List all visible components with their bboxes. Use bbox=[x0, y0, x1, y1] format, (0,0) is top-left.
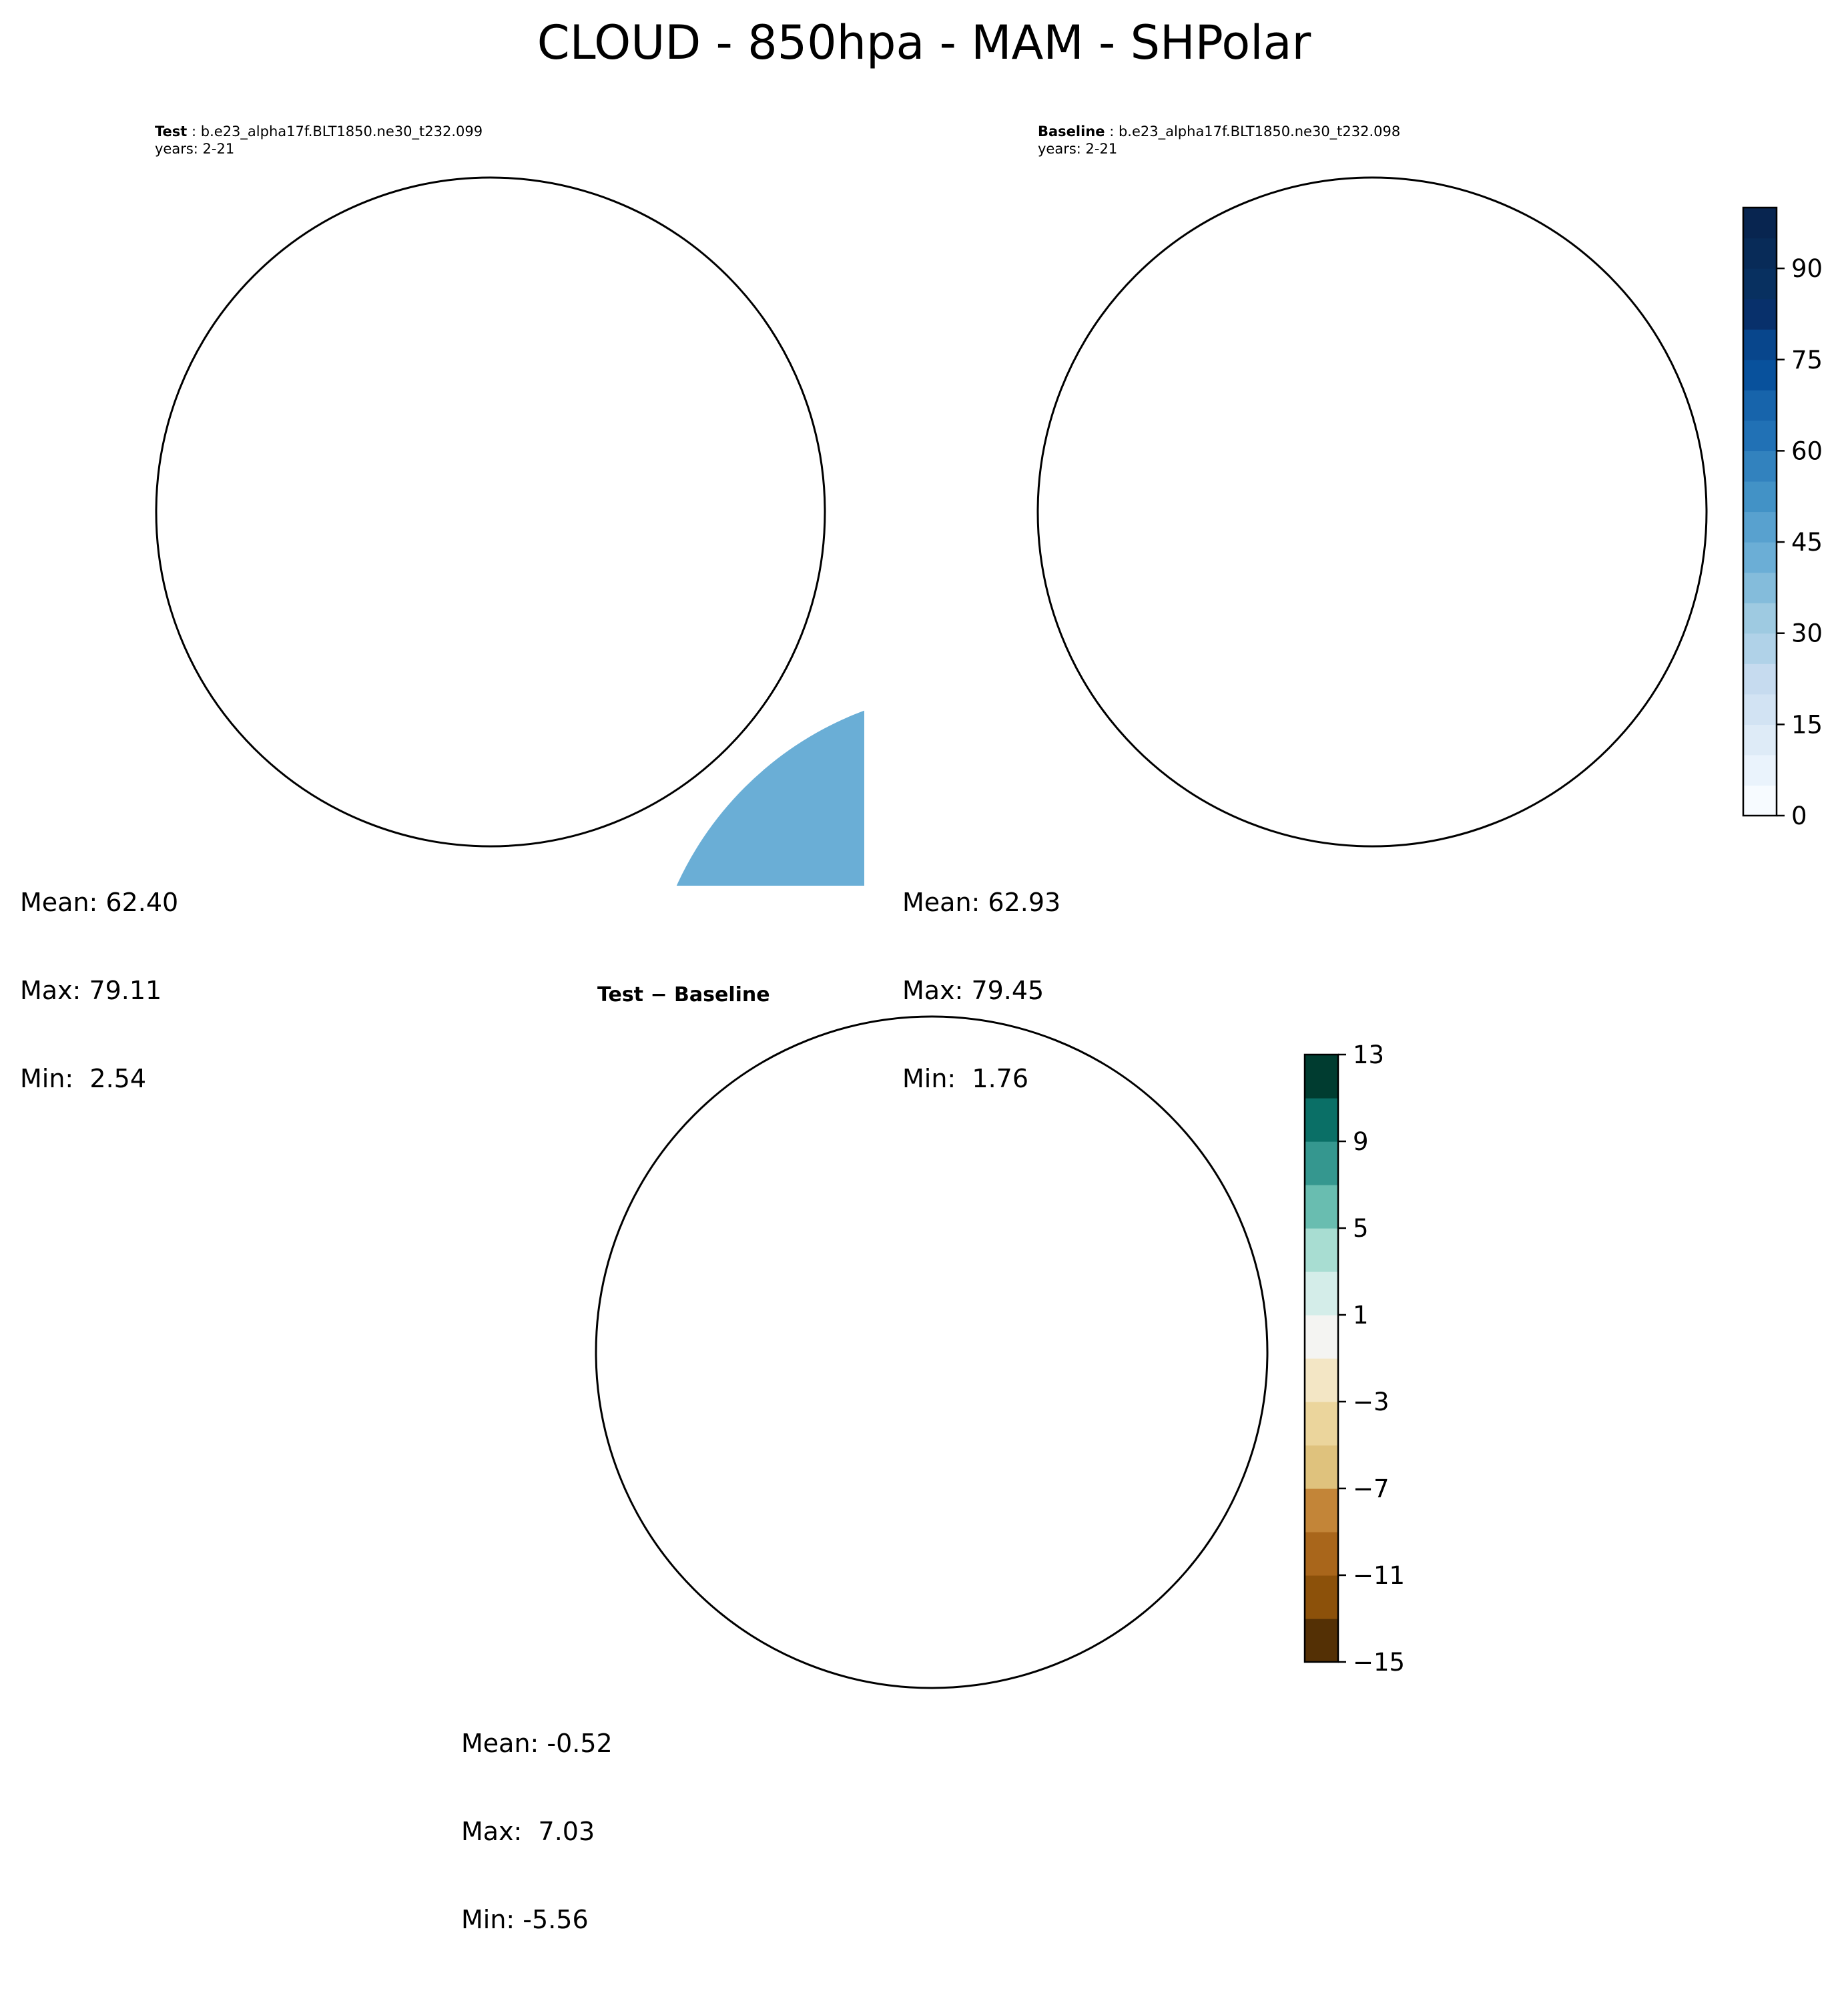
test-mean: Mean: 62.40 bbox=[20, 888, 179, 917]
main-colorbar-swatch bbox=[1743, 208, 1777, 239]
main-colorbar-swatch bbox=[1743, 420, 1777, 451]
main-colorbar-swatch bbox=[1743, 481, 1777, 513]
main-colorbar-swatch bbox=[1743, 390, 1777, 421]
main-colorbar-tick-label: 75 bbox=[1791, 346, 1823, 374]
difference-colorbar-swatch bbox=[1305, 1445, 1338, 1489]
figure: CLOUD - 850hpa - MAM - SHPolar Test : b.… bbox=[20, 15, 1823, 1934]
main-colorbar-swatch bbox=[1743, 359, 1777, 390]
main-colorbar-tick-label: 60 bbox=[1791, 437, 1823, 465]
difference-colorbar-swatch bbox=[1305, 1228, 1338, 1272]
main-colorbar-tick-label: 45 bbox=[1791, 528, 1823, 557]
figure-title: CLOUD - 850hpa - MAM - SHPolar bbox=[537, 15, 1311, 70]
difference-colorbar-frame bbox=[1303, 1053, 1339, 1663]
test-case-name: b.e23_alpha17f.BLT1850.ne30_t232.099 bbox=[200, 123, 483, 139]
baseline-max: Max: 79.45 bbox=[902, 976, 1044, 1005]
main-colorbar-swatch bbox=[1743, 542, 1777, 573]
main-colorbar-swatch bbox=[1743, 693, 1777, 725]
test-stats: Mean: 62.40 Max: 79.11 Min: 2.54 bbox=[20, 829, 178, 1152]
difference-colorbar-swatch bbox=[1305, 1055, 1338, 1099]
main-colorbar-frame bbox=[1742, 206, 1778, 817]
baseline-map bbox=[1036, 176, 1708, 848]
main-colorbar-tick-label: 15 bbox=[1791, 710, 1823, 739]
difference-colorbar-tick-label: 13 bbox=[1353, 1041, 1384, 1069]
main-colorbar-swatch bbox=[1743, 663, 1777, 695]
difference-colorbar-swatch bbox=[1305, 1185, 1338, 1229]
difference-colorbar-swatch bbox=[1305, 1098, 1338, 1142]
main-colorbar-swatch bbox=[1743, 451, 1777, 482]
difference-colorbar: 13 9 5 1 −3 −7 −11 −15 bbox=[1303, 1041, 1405, 1677]
main-colorbar-swatch bbox=[1743, 603, 1777, 634]
baseline-mean: Mean: 62.93 bbox=[902, 888, 1061, 917]
main-colorbar-swatch bbox=[1743, 754, 1777, 786]
test-map bbox=[155, 176, 864, 886]
baseline-stats: Mean: 62.93 Max: 79.45 Min: 1.76 bbox=[902, 829, 1060, 1152]
difference-map bbox=[595, 1015, 1269, 1689]
difference-colorbar-tick-label: −7 bbox=[1353, 1474, 1390, 1503]
main-colorbar-tick-label: 30 bbox=[1791, 619, 1823, 648]
difference-colorbar-swatch bbox=[1305, 1532, 1338, 1576]
difference-colorbar-swatch bbox=[1305, 1488, 1338, 1532]
difference-colorbar-swatch bbox=[1305, 1315, 1338, 1359]
difference-colorbar-swatch bbox=[1305, 1358, 1338, 1402]
difference-colorbar-swatch bbox=[1305, 1575, 1338, 1619]
difference-colorbar-swatch bbox=[1305, 1141, 1338, 1185]
difference-colorbar-tick-label: −3 bbox=[1353, 1388, 1390, 1416]
baseline-case-name: b.e23_alpha17f.BLT1850.ne30_t232.098 bbox=[1118, 123, 1401, 139]
difference-panel-title: Test − Baseline bbox=[597, 983, 770, 1007]
main-colorbar-swatch bbox=[1743, 724, 1777, 756]
difference-max: Max: 7.03 bbox=[461, 1817, 595, 1846]
difference-min: Min: -5.56 bbox=[461, 1905, 589, 1934]
difference-colorbar-tick-label: 1 bbox=[1353, 1301, 1369, 1330]
main-colorbar-tick-label: 0 bbox=[1791, 802, 1807, 830]
difference-colorbar-tick-label: 9 bbox=[1353, 1127, 1369, 1156]
difference-colorbar-tick-label: −11 bbox=[1353, 1561, 1405, 1590]
main-colorbar: 0 15 30 45 60 75 90 bbox=[1742, 206, 1823, 830]
baseline-panel-header: Baseline : b.e23_alpha17f.BLT1850.ne30_t… bbox=[1038, 123, 1401, 139]
main-colorbar-tick-label: 90 bbox=[1791, 254, 1823, 283]
main-colorbar-swatch bbox=[1743, 572, 1777, 603]
test-panel-header: Test : b.e23_alpha17f.BLT1850.ne30_t232.… bbox=[155, 123, 483, 139]
difference-colorbar-swatch bbox=[1305, 1402, 1338, 1446]
baseline-case-label: Baseline bbox=[1038, 123, 1105, 139]
main-colorbar-swatch bbox=[1743, 633, 1777, 664]
main-colorbar-swatch bbox=[1743, 785, 1777, 816]
maps-canvas: 0 15 30 45 60 75 90 13 9 5 1 −3 −7 −11 −15 bbox=[155, 176, 1823, 1689]
test-max: Max: 79.11 bbox=[20, 976, 162, 1005]
difference-colorbar-tick-label: −15 bbox=[1353, 1648, 1405, 1677]
main-colorbar-swatch bbox=[1743, 298, 1777, 330]
main-colorbar-swatch bbox=[1743, 268, 1777, 300]
test-min: Min: 2.54 bbox=[20, 1064, 146, 1093]
baseline-years: years: 2-21 bbox=[1038, 141, 1118, 157]
main-colorbar-swatch bbox=[1743, 329, 1777, 360]
difference-colorbar-tick-label: 5 bbox=[1353, 1214, 1369, 1243]
difference-colorbar-swatch bbox=[1305, 1619, 1338, 1663]
test-years: years: 2-21 bbox=[155, 141, 235, 157]
baseline-min: Min: 1.76 bbox=[902, 1064, 1028, 1093]
difference-mean: Mean: -0.52 bbox=[461, 1729, 613, 1758]
test-case-label: Test bbox=[155, 123, 188, 139]
main-colorbar-swatch bbox=[1743, 238, 1777, 269]
difference-colorbar-swatch bbox=[1305, 1271, 1338, 1316]
main-colorbar-swatch bbox=[1743, 511, 1777, 543]
